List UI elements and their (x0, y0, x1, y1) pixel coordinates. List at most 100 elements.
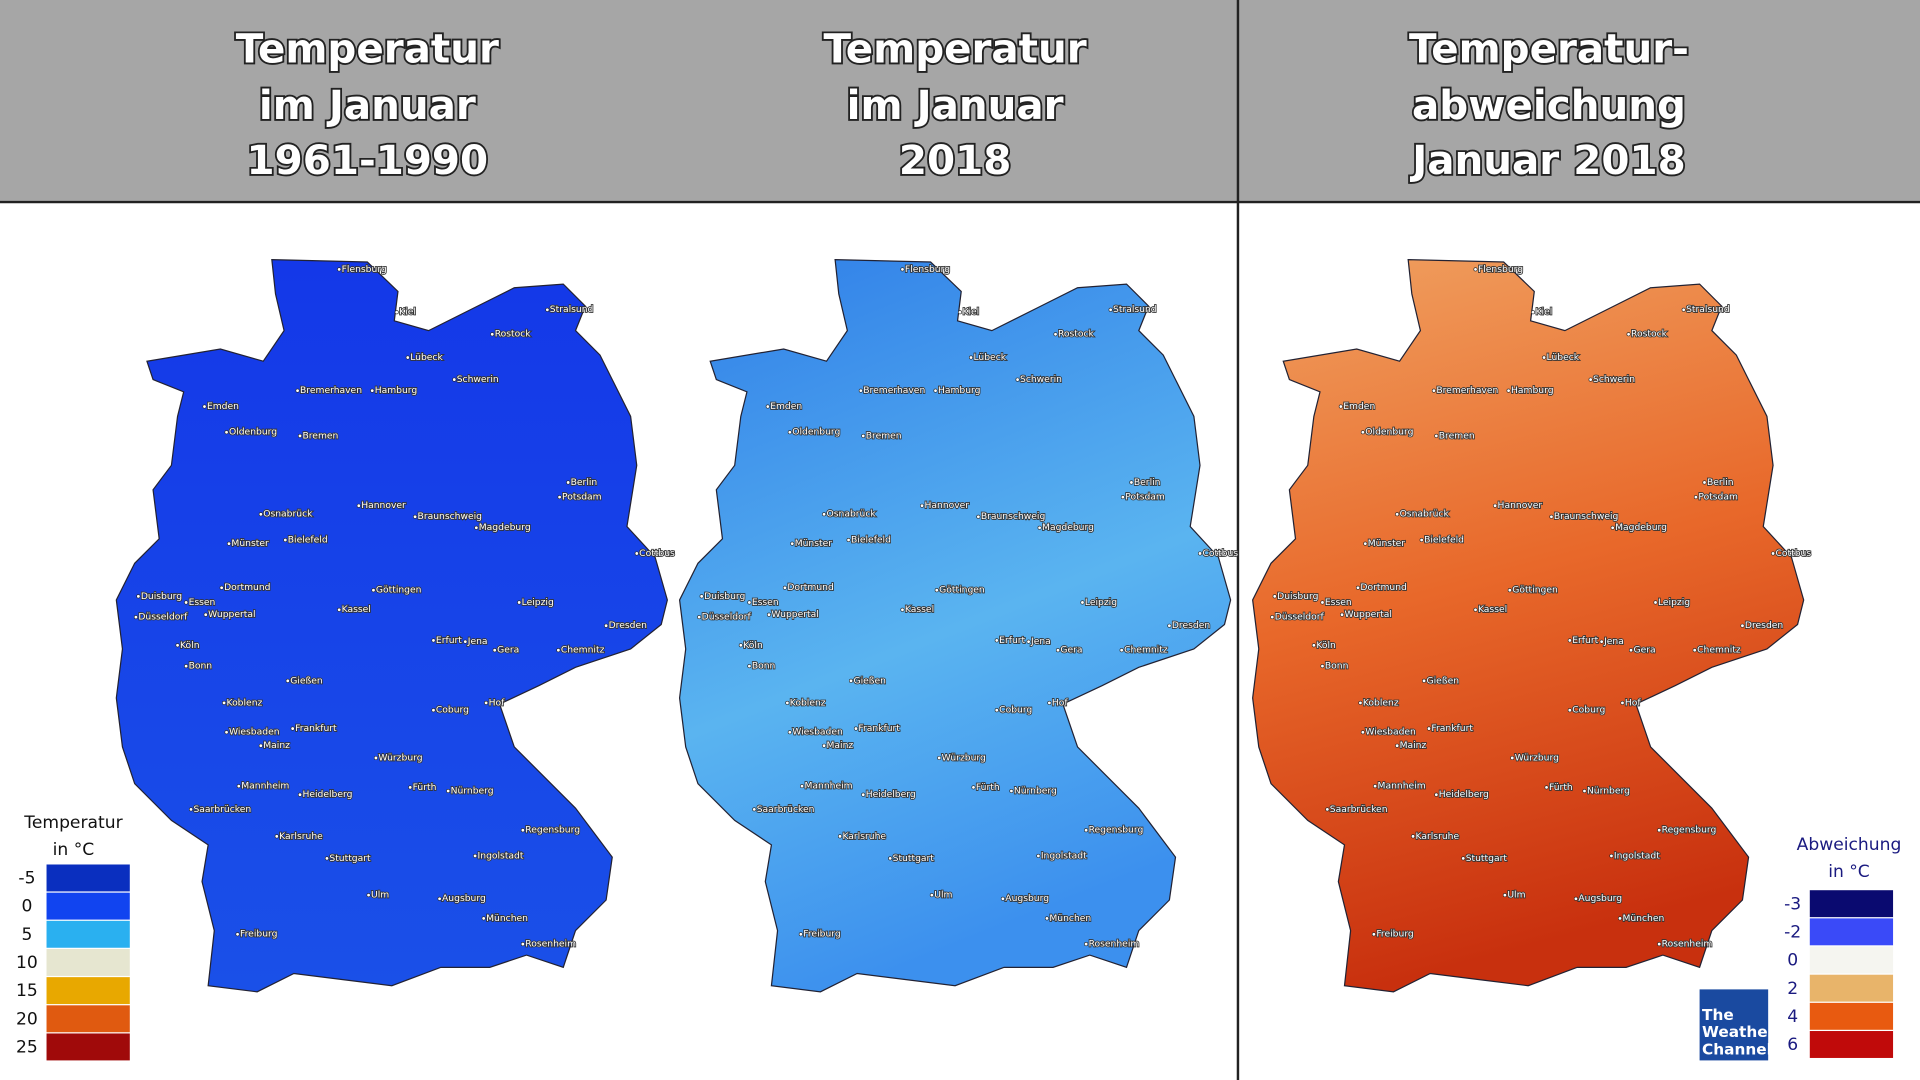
legend-label: 0 (21, 897, 32, 917)
panel-title: Temperatur (824, 24, 1087, 72)
city-dot (1461, 856, 1466, 861)
city-dot (295, 388, 300, 393)
panel-title: 1961-1990 (247, 136, 489, 184)
city-label: Cottbus (1776, 548, 1812, 559)
city-label: Stuttgart (1466, 853, 1508, 864)
city-dot (1395, 512, 1400, 517)
city-label: Mainz (1400, 740, 1427, 751)
city-label: Karlsruhe (842, 831, 886, 842)
city-label: Flensburg (905, 264, 950, 275)
city-label: Frankfurt (858, 723, 900, 734)
legend-label: 5 (21, 925, 32, 945)
city-label: Rosenheim (525, 939, 576, 950)
city-label: Bonn (189, 661, 213, 672)
city-dot (785, 700, 790, 705)
city-label: Fürth (976, 782, 1000, 793)
map-1961-1990 (115, 258, 668, 993)
city-label: Münster (231, 538, 269, 549)
city-dot (203, 612, 208, 617)
city-label: Saarbrücken (193, 804, 251, 815)
city-label: München (1622, 913, 1664, 924)
city-label: Bremen (302, 430, 338, 441)
city-label: Berlin (1707, 477, 1734, 488)
city-dot (1009, 788, 1014, 794)
legend-label: 0 (1787, 951, 1798, 971)
city-label: Saarbrücken (757, 804, 815, 815)
city-dot (258, 512, 263, 517)
city-dot (1502, 893, 1507, 898)
city-dot (452, 377, 457, 382)
city-label: Stralsund (550, 304, 594, 315)
city-dot (1434, 792, 1439, 797)
city-label: Bielefeld (288, 534, 328, 545)
city-label: Magdeburg (479, 522, 531, 533)
city-label: Dresden (1745, 620, 1784, 631)
legend-swatch (1809, 974, 1894, 1002)
city-label: Dortmund (787, 582, 833, 593)
city-dot (258, 743, 263, 748)
city-label: Gera (497, 645, 519, 656)
legend-label: 25 (16, 1038, 38, 1058)
city-label: Braunschweig (981, 511, 1045, 522)
city-dot (634, 551, 639, 556)
city-dot (1434, 433, 1439, 438)
city-label: Kiel (1536, 307, 1553, 318)
city-dot (337, 607, 342, 612)
city-dot (235, 932, 240, 937)
city-dot (1426, 726, 1431, 731)
city-label: Hannover (1498, 500, 1543, 511)
city-dot (1567, 708, 1572, 713)
legend-swatch (46, 920, 130, 948)
city-dot (557, 495, 562, 500)
city-dot (1702, 480, 1707, 485)
city-label: Hamburg (938, 385, 981, 396)
legend-label: 20 (16, 1009, 38, 1029)
city-dot (1510, 755, 1515, 760)
city-label: Rostock (1058, 329, 1095, 340)
legend-swatch (1809, 918, 1894, 946)
legend-title: Abweichung (1797, 835, 1902, 855)
city-label: Jena (1030, 636, 1051, 647)
city-label: Wiesbaden (792, 727, 843, 738)
city-label: Kiel (962, 307, 979, 318)
city-label: Bonn (1325, 661, 1349, 672)
city-dot (920, 503, 925, 508)
city-label: Koblenz (227, 697, 263, 708)
city-label: Osnabrück (827, 509, 877, 520)
legend-title: in °C (53, 840, 95, 860)
city-dot (1531, 310, 1536, 315)
city-dot (837, 834, 843, 839)
city-label: Nürnberg (1014, 785, 1057, 796)
city-label: Emden (770, 401, 802, 412)
city-label: Würzburg (378, 752, 422, 763)
city-dot (1740, 623, 1745, 628)
city-dot (937, 755, 942, 760)
city-dot (337, 267, 342, 272)
city-dot (1549, 514, 1554, 519)
city-label: Kassel (1478, 604, 1507, 615)
city-label: Leipzig (1085, 597, 1117, 608)
city-label: Würzburg (1515, 752, 1559, 763)
city-dot (556, 648, 561, 653)
city-label: Stralsund (1686, 304, 1730, 315)
city-label: Mannheim (241, 781, 289, 792)
map-2018 (678, 258, 1232, 993)
city-label: Osnabrück (263, 509, 313, 520)
city-dot (413, 514, 418, 519)
city-dot (446, 788, 451, 794)
city-dot (1000, 896, 1005, 901)
city-dot (1036, 853, 1041, 858)
city-label: Lübeck (1547, 352, 1580, 363)
city-label: Göttingen (939, 585, 985, 596)
city-dot (481, 916, 486, 921)
city-label: Coburg (999, 705, 1032, 716)
city-label: Schwerin (1020, 374, 1062, 385)
city-dot (492, 648, 497, 653)
city-label: Mannheim (1378, 781, 1426, 792)
city-label: Münster (795, 538, 833, 549)
city-label: Köln (1316, 640, 1336, 651)
city-dot (1626, 332, 1631, 337)
logo-box (1699, 989, 1769, 1061)
legend-label: 6 (1787, 1035, 1798, 1055)
